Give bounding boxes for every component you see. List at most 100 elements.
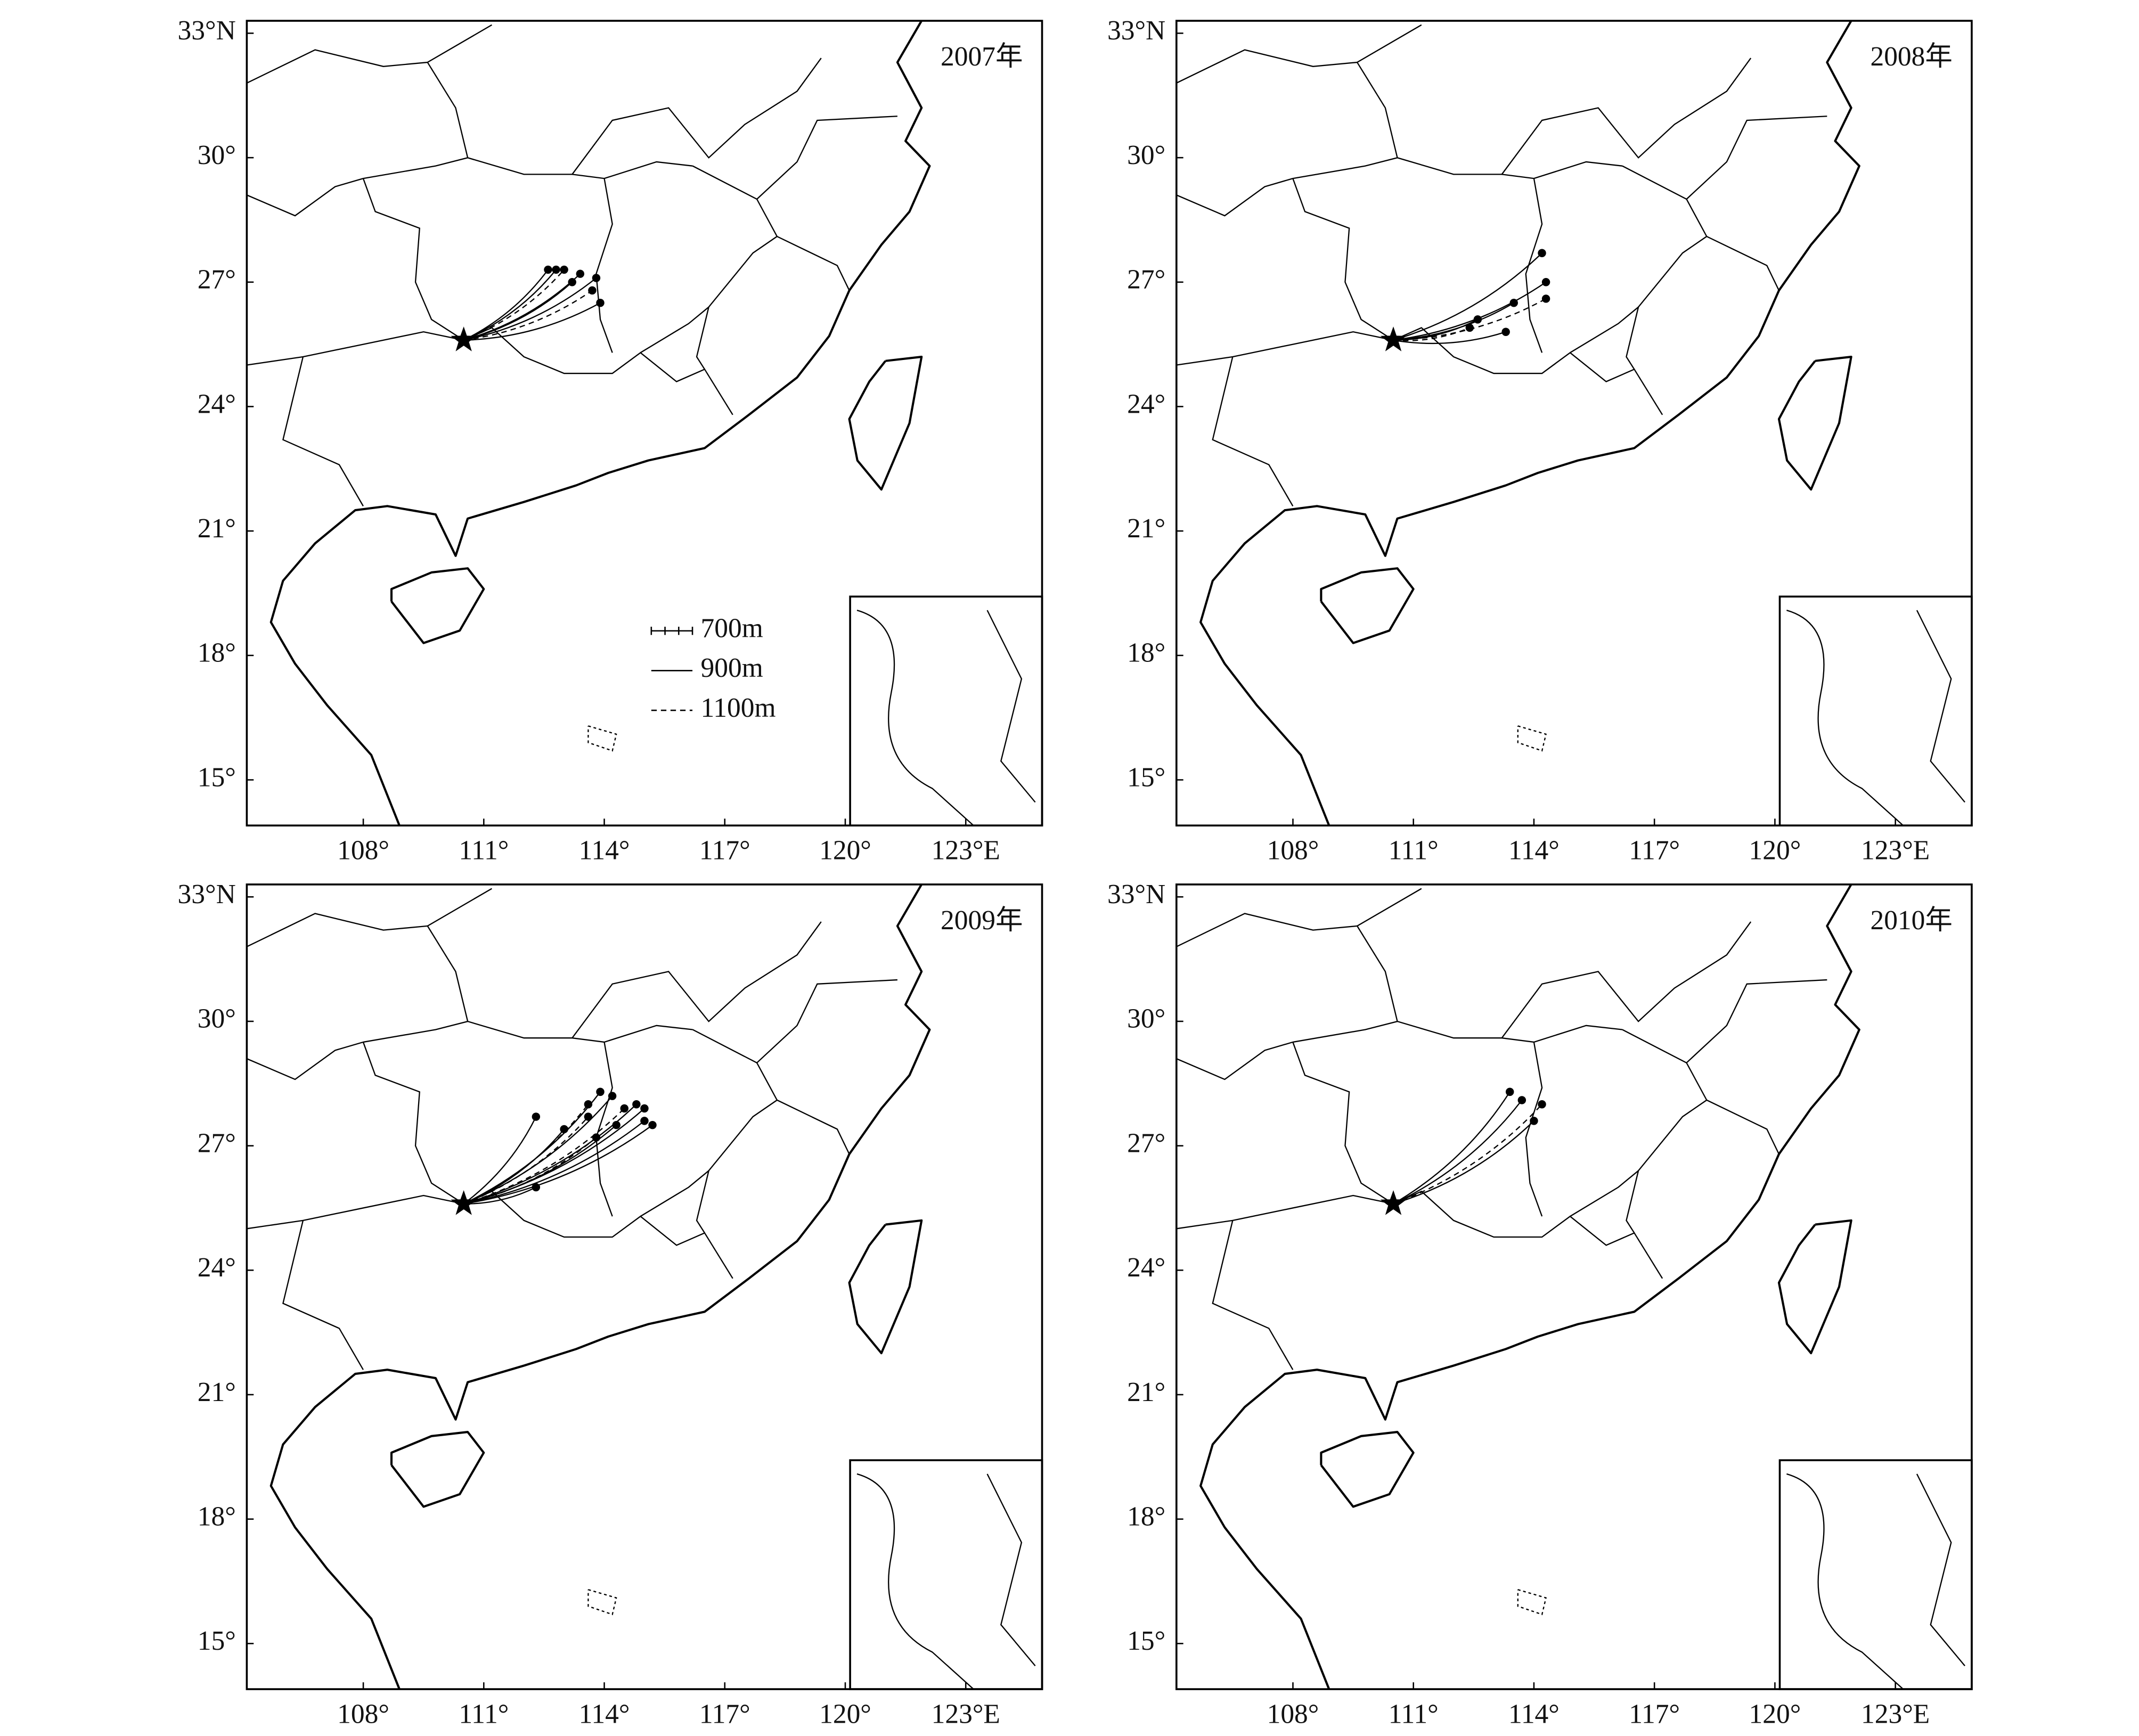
- x-tick-label: 120°: [1749, 835, 1801, 865]
- trajectory-end: [632, 1100, 641, 1109]
- x-tick-label: 108°: [1267, 1699, 1319, 1729]
- province-boundary: [692, 165, 778, 370]
- x-tick-label: 117°: [699, 1699, 750, 1729]
- trajectory: [463, 1120, 645, 1205]
- trajectory: [463, 1116, 589, 1205]
- y-tick-label: 33°N: [1107, 879, 1165, 910]
- inset-coast: [856, 609, 1036, 826]
- y-tick-label: 33°N: [178, 15, 236, 46]
- y-tick-label: 27°: [1127, 265, 1165, 295]
- trajectory: [1393, 1120, 1534, 1205]
- trajectory-end: [1541, 278, 1550, 286]
- map-panel: 33°N 30° 27° 24° 21° 18° 15° 108° 111° 114° 117° 12…: [1107, 879, 1973, 1729]
- inset-coast: [1786, 1473, 1965, 1690]
- province-boundary: [1176, 1041, 1293, 1080]
- province-boundary: [1293, 157, 1623, 179]
- province-boundary: [756, 979, 897, 1063]
- origin-star: [451, 1190, 477, 1215]
- map-layer: [1176, 884, 1860, 1690]
- province-boundary: [595, 1042, 613, 1217]
- trajectory: [463, 1108, 625, 1205]
- y-tick-label: 24°: [1127, 1252, 1165, 1283]
- islands: [587, 1589, 617, 1616]
- y-tick-label: 27°: [198, 1128, 236, 1158]
- y-tick-label: 30°: [198, 140, 236, 170]
- trajectory-end: [640, 1104, 649, 1113]
- x-tick-label: 123°E: [932, 835, 1000, 865]
- map-panel: 33°N 30° 27° 24° 21° 18° 15° 108° 111° 114° 117° 12…: [178, 15, 1043, 865]
- trajectory: [463, 1137, 597, 1205]
- province-boundary: [1293, 1020, 1623, 1043]
- coastline: [270, 21, 931, 826]
- trajectory: [463, 302, 601, 341]
- trajectory-end: [532, 1112, 541, 1121]
- trajectory: [463, 1128, 565, 1205]
- province-boundary: [1622, 1029, 1708, 1233]
- axes-frame: [246, 883, 1043, 1690]
- islands: [587, 725, 617, 752]
- province-boundary: [1212, 356, 1294, 506]
- y-tick-label: 15°: [1127, 1626, 1165, 1656]
- province-boundary: [1176, 913, 1358, 947]
- origin-star: [451, 326, 477, 351]
- trajectory: [1393, 1091, 1511, 1205]
- trajectory-end: [1517, 1096, 1526, 1104]
- province-boundary: [247, 1190, 733, 1279]
- hainan-island: [390, 1431, 485, 1508]
- trajectory-end: [592, 1133, 601, 1142]
- x-tick-label: 108°: [337, 1699, 389, 1729]
- trajectory-end: [588, 286, 597, 295]
- trajectory: [463, 281, 573, 341]
- trajectory: [1393, 1100, 1523, 1205]
- province-boundary: [572, 921, 822, 1038]
- province-boundary: [1525, 178, 1543, 353]
- trajectory: [1393, 298, 1547, 341]
- trajectory-end: [1501, 327, 1510, 336]
- y-tick-label: 15°: [1127, 762, 1165, 792]
- legend-label: 1100m: [700, 693, 775, 723]
- province-boundary: [1176, 1190, 1663, 1279]
- map-layer: [247, 21, 931, 826]
- province-boundary: [1356, 24, 1422, 158]
- province-boundary: [427, 888, 493, 1022]
- province-boundary: [247, 177, 364, 217]
- province-boundary: [1622, 165, 1708, 370]
- province-boundary: [1706, 235, 1780, 291]
- legend-label: 700m: [700, 613, 763, 643]
- province-boundary: [1356, 888, 1422, 1022]
- x-tick-label: 114°: [1508, 1699, 1560, 1729]
- province-boundary: [1501, 921, 1752, 1038]
- province-boundary: [282, 356, 364, 506]
- year-label: 2010年: [1870, 905, 1952, 936]
- trajectory-end: [1538, 1100, 1546, 1109]
- year-label: 2009年: [941, 905, 1023, 936]
- y-tick-label: 18°: [198, 1501, 236, 1532]
- trajectory-end: [544, 265, 552, 274]
- trajectory-end: [596, 1087, 605, 1096]
- trajectory: [463, 290, 593, 341]
- x-tick-label: 117°: [1629, 835, 1680, 865]
- trajectory-end: [612, 1120, 621, 1129]
- taiwan-island: [1777, 355, 1852, 491]
- y-tick-label: 18°: [1127, 638, 1165, 668]
- province-boundary: [1212, 1220, 1294, 1370]
- trajectory-end: [584, 1112, 593, 1121]
- y-tick-label: 24°: [198, 1252, 236, 1283]
- province-boundary: [362, 1042, 464, 1205]
- x-tick-label: 111°: [1389, 835, 1439, 865]
- province-boundary: [640, 306, 709, 354]
- map-panel: 33°N 30° 27° 24° 21° 18° 15° 108° 111° 114° 117° 12…: [178, 879, 1043, 1729]
- x-tick-label: 114°: [579, 835, 630, 865]
- coastline: [1199, 884, 1860, 1690]
- province-boundary: [595, 178, 613, 353]
- province-boundary: [1176, 49, 1358, 84]
- year-label: 2007年: [941, 42, 1023, 72]
- province-boundary: [363, 157, 693, 179]
- x-tick-label: 120°: [819, 835, 871, 865]
- inset-coast: [856, 1473, 1036, 1690]
- trajectory: [463, 277, 597, 341]
- trajectory-end: [648, 1120, 657, 1129]
- province-boundary: [1570, 306, 1639, 354]
